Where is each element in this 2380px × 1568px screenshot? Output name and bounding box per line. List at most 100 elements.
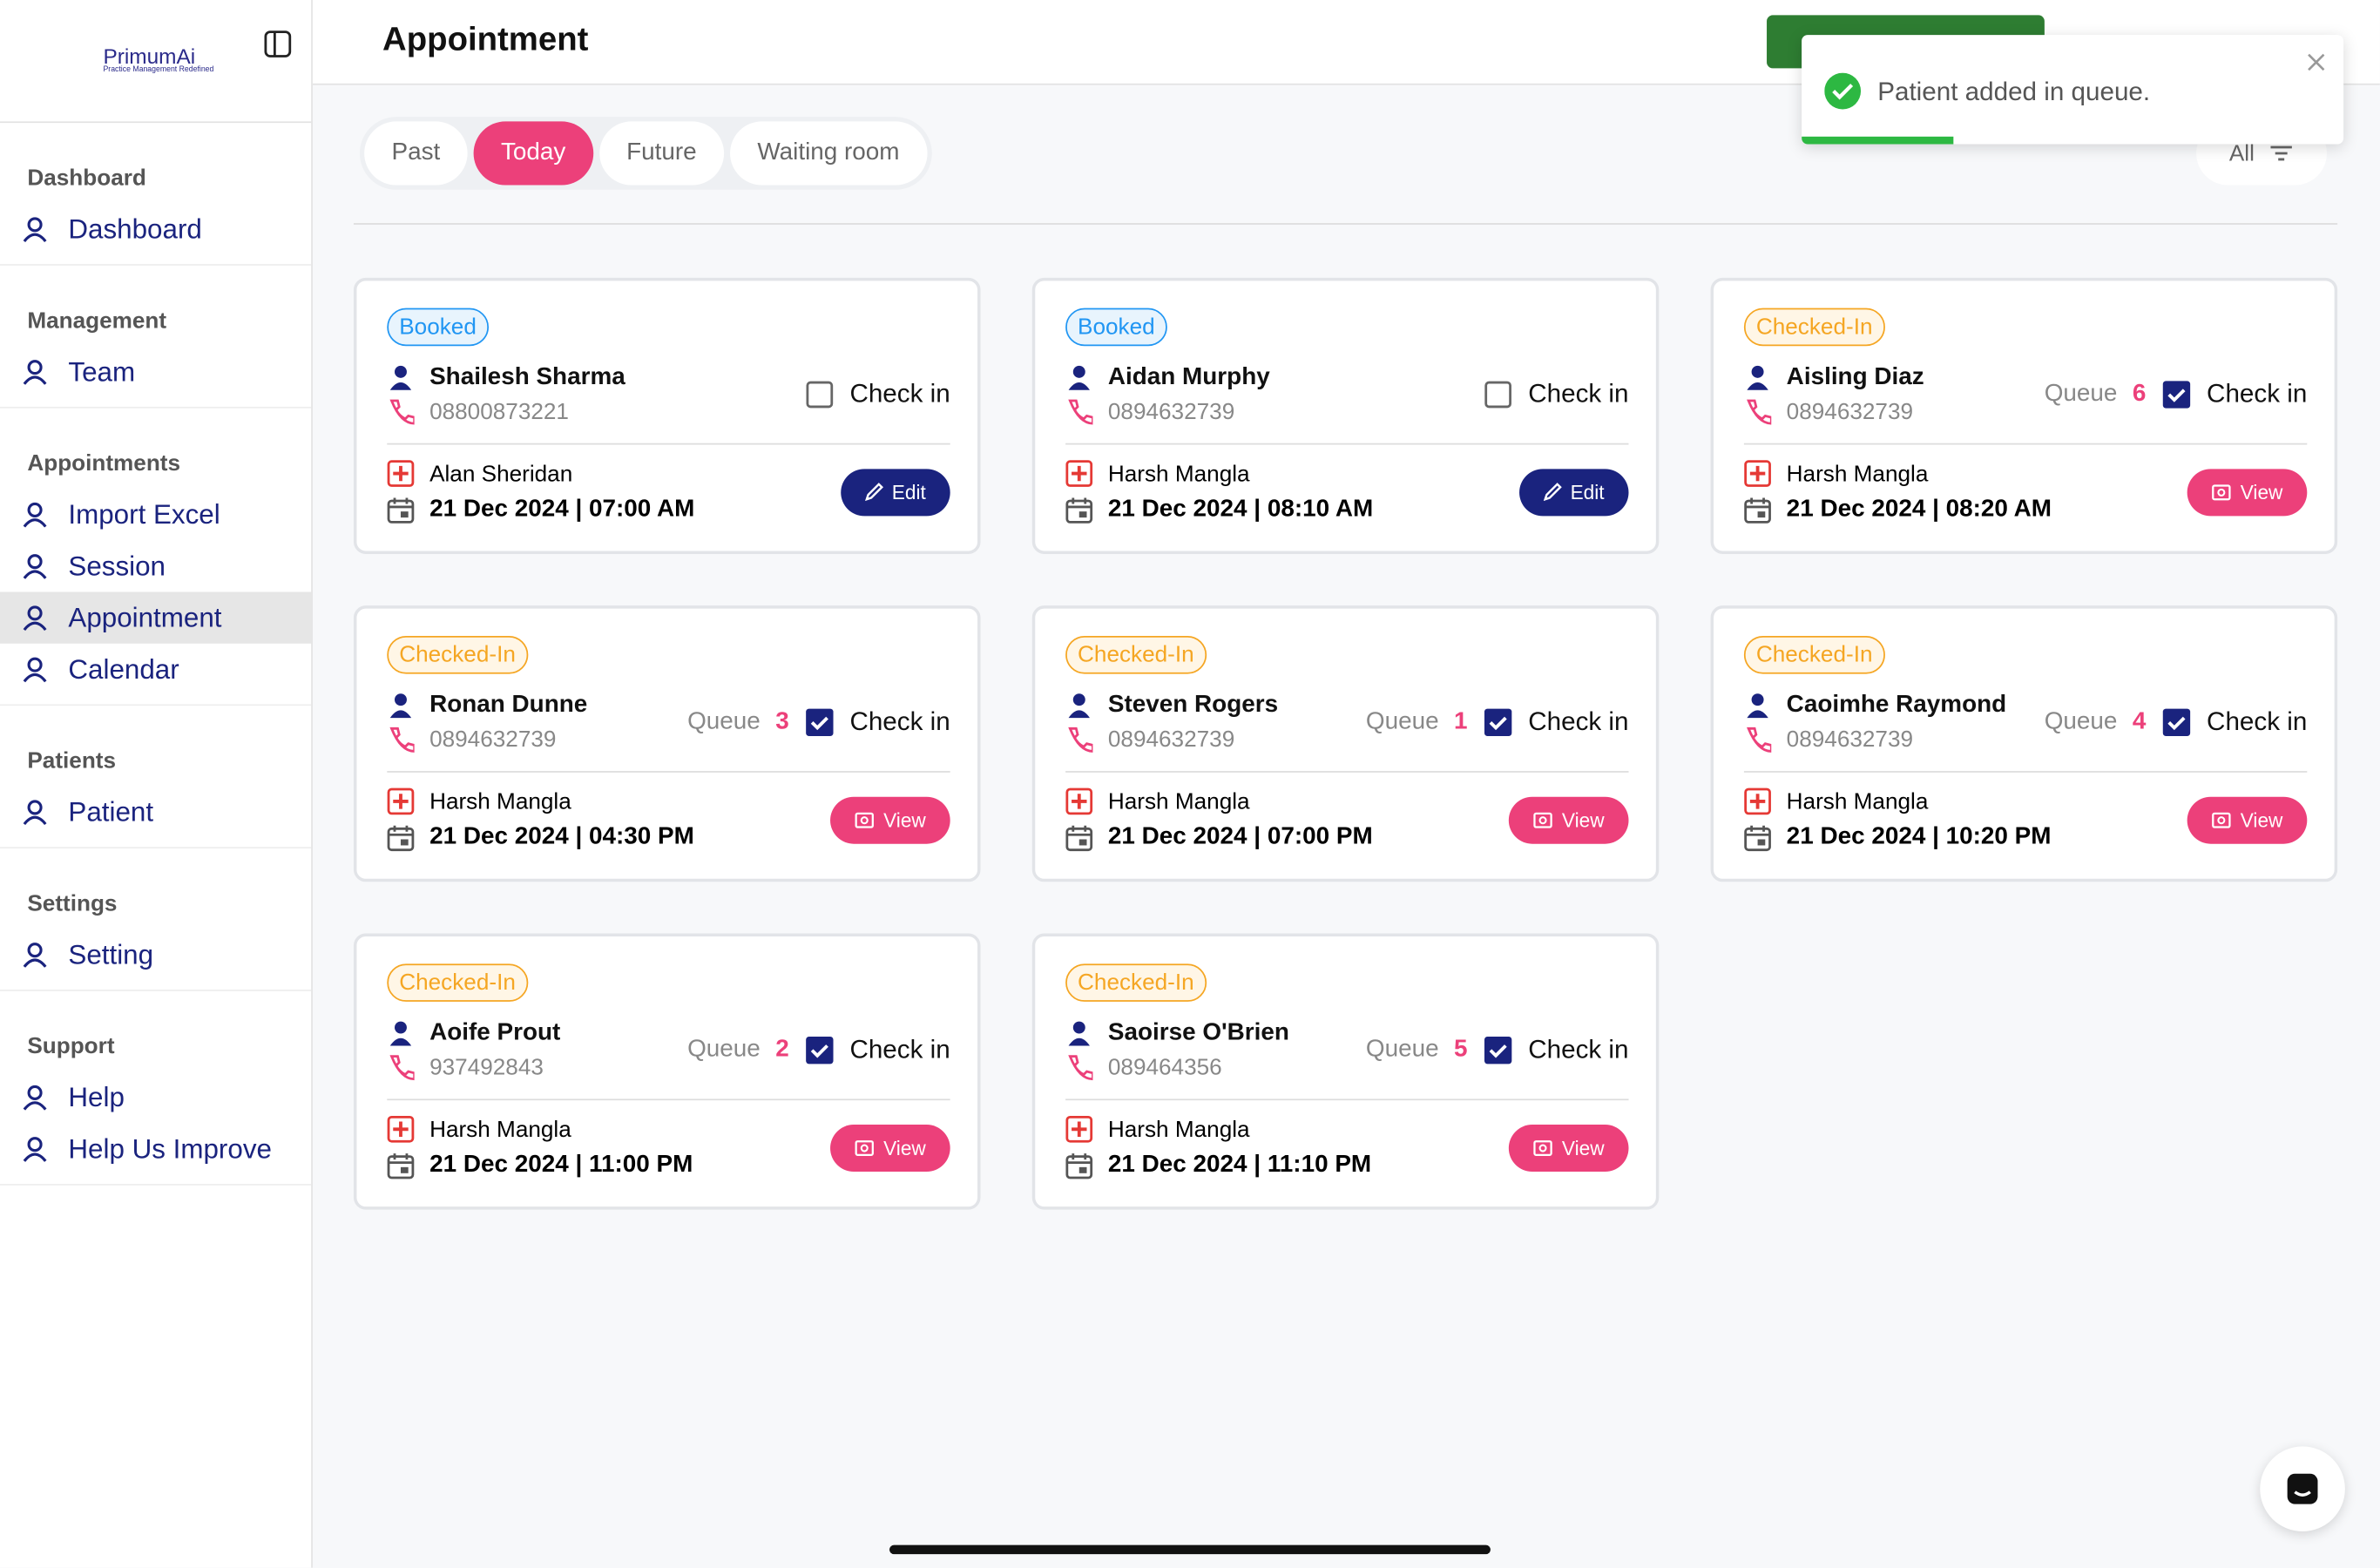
patient-row: Aoife Prout 937492843 Queue 2 Check in [387, 1019, 950, 1101]
nav-item[interactable]: Import Excel [0, 489, 311, 540]
nav-icon [20, 939, 51, 970]
date-row: 21 Dec 2024 | 11:10 PM [1065, 1152, 1493, 1179]
appointment-row: Harsh Mangla 21 Dec 2024 | 04:30 PM View [387, 787, 950, 852]
phone-icon [387, 397, 415, 425]
appointment-row: Harsh Mangla 21 Dec 2024 | 08:10 AM Edit [1065, 460, 1629, 524]
status-badge: Checked-In [1743, 636, 1885, 674]
tab[interactable]: Waiting room [729, 121, 927, 186]
collapse-button[interactable] [264, 30, 292, 57]
nav-item[interactable]: Team [0, 346, 311, 397]
patient-info: Aidan Murphy 0894632739 [1065, 364, 1467, 425]
sidebar: PrimumAi Practice Management Redefined D… [0, 0, 313, 1568]
nav-item[interactable]: Help Us Improve [0, 1123, 311, 1174]
action-button[interactable]: View [1508, 1124, 1629, 1172]
nav-label: Help Us Improve [68, 1132, 272, 1164]
nav-icon [20, 356, 51, 387]
phone-row: 08800873221 [387, 397, 788, 425]
doctor-row: Harsh Mangla [1744, 460, 2172, 487]
date-row: 21 Dec 2024 | 11:00 PM [387, 1152, 815, 1179]
logo: PrimumAi Practice Management Redefined [0, 0, 312, 124]
appointment-info: Harsh Mangla 21 Dec 2024 | 11:00 PM [387, 1115, 815, 1179]
action-label: View [883, 1136, 926, 1159]
page-title: Appointment [382, 19, 589, 58]
check-in-checkbox[interactable] [2161, 380, 2192, 410]
nav-item[interactable]: Setting [0, 929, 311, 980]
queue-label: Queue [2044, 381, 2118, 407]
action-button[interactable]: View [830, 795, 950, 843]
nav-heading: Settings [27, 890, 118, 917]
check-in-checkbox[interactable] [1483, 1035, 1513, 1065]
queue-number: 1 [1454, 708, 1468, 735]
action-icon [2212, 483, 2232, 500]
user-icon [1065, 1020, 1092, 1047]
appointment-row: Harsh Mangla 21 Dec 2024 | 10:20 PM View [1744, 787, 2308, 852]
nav-item[interactable]: Calendar [0, 644, 311, 695]
appointment-card: Checked-In Steven Rogers 0894632739 Queue 1 C… [1031, 605, 1660, 882]
tab[interactable]: Today [473, 121, 593, 186]
check-in-checkbox[interactable] [804, 1035, 835, 1065]
doctor-icon [1065, 787, 1093, 815]
check-in-checkbox[interactable] [2161, 707, 2192, 738]
phone-row: 089464356 [1065, 1053, 1350, 1081]
nav-item[interactable]: Patient [0, 787, 311, 838]
user-icon [387, 692, 414, 719]
calendar-icon [1065, 497, 1093, 524]
appointment-datetime: 21 Dec 2024 | 08:10 AM [1107, 496, 1374, 523]
appointment-row: Harsh Mangla 21 Dec 2024 | 07:00 PM View [1065, 787, 1629, 852]
appointment-datetime: 21 Dec 2024 | 04:30 PM [429, 824, 694, 850]
date-row: 21 Dec 2024 | 07:00 PM [1065, 824, 1493, 852]
calendar-icon [1065, 1152, 1093, 1179]
filter-label: All [2228, 140, 2255, 166]
action-button[interactable]: View [2187, 468, 2308, 516]
patient-row: Aisling Diaz 0894632739 Queue 6 Check in [1743, 364, 2308, 445]
check-in-label: Check in [2207, 379, 2308, 409]
user-icon [387, 1020, 414, 1047]
nav-label: Setting [68, 938, 154, 970]
queue-number: 2 [775, 1036, 789, 1063]
tab[interactable]: Past [364, 121, 468, 186]
check-in-checkbox[interactable] [1483, 380, 1513, 410]
nav-item[interactable]: Help [0, 1071, 311, 1123]
nav-label: Dashboard [68, 213, 202, 244]
action-button[interactable]: View [2187, 795, 2308, 843]
check-in-checkbox[interactable] [1483, 707, 1513, 738]
appointment-datetime: 21 Dec 2024 | 08:20 AM [1786, 496, 2052, 523]
nav-section: Dashboard Dashboard [0, 123, 312, 266]
user-icon [1744, 692, 1771, 719]
action-button[interactable]: View [830, 1124, 950, 1172]
calendar-icon [387, 824, 415, 852]
cards: Booked Shailesh Sharma 08800873221 Check in… [353, 277, 2338, 1210]
action-label: View [2240, 808, 2283, 831]
doctor-icon [387, 460, 415, 487]
patient-phone: 089464356 [1107, 1054, 1222, 1080]
tab[interactable]: Future [598, 121, 725, 186]
appointment-datetime: 21 Dec 2024 | 07:00 AM [429, 496, 695, 523]
nav-icon [20, 654, 51, 685]
queue-label: Queue [1365, 708, 1439, 735]
nav-item[interactable]: Appointment [0, 591, 312, 644]
check-in-checkbox[interactable] [804, 380, 835, 410]
status-badge: Booked [387, 308, 489, 347]
appointment-info: Harsh Mangla 21 Dec 2024 | 07:00 PM [1065, 787, 1493, 852]
phone-icon [1744, 397, 1772, 425]
nav-section: Patients Patient [0, 706, 312, 848]
action-button[interactable]: Edit [840, 468, 950, 516]
toast-progress [1802, 136, 1954, 145]
appointment-card: Checked-In Ronan Dunne 0894632739 Queue 3 Che… [353, 605, 981, 882]
tabs: Past Today Future Waiting room [359, 117, 932, 190]
nav-item[interactable]: Session [0, 540, 311, 591]
action-label: View [1561, 1136, 1605, 1159]
patient-phone: 0894632739 [1107, 726, 1235, 753]
patient-name: Aoife Prout [429, 1019, 561, 1046]
patient-info: Shailesh Sharma 08800873221 [387, 364, 788, 425]
action-button[interactable]: View [1508, 795, 1629, 843]
patient-name: Aisling Diaz [1786, 364, 1924, 390]
check-in-checkbox[interactable] [804, 707, 835, 738]
chat-button[interactable] [2260, 1446, 2345, 1531]
date-row: 21 Dec 2024 | 10:20 PM [1744, 824, 2172, 852]
toast-close[interactable] [2307, 53, 2325, 71]
nav-item[interactable]: Dashboard [0, 203, 311, 254]
action-button[interactable]: Edit [1518, 468, 1629, 516]
action-label: View [1561, 808, 1605, 831]
